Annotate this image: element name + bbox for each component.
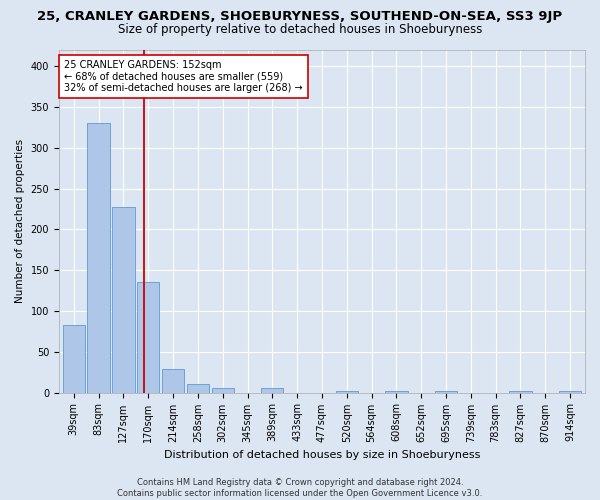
Bar: [335, 391, 358, 392]
Text: 25, CRANLEY GARDENS, SHOEBURYNESS, SOUTHEND-ON-SEA, SS3 9JP: 25, CRANLEY GARDENS, SHOEBURYNESS, SOUTH…: [37, 10, 563, 23]
Bar: [385, 391, 407, 392]
Text: Size of property relative to detached houses in Shoeburyness: Size of property relative to detached ho…: [118, 22, 482, 36]
Bar: [212, 388, 234, 392]
Y-axis label: Number of detached properties: Number of detached properties: [15, 139, 25, 304]
Bar: [435, 391, 457, 392]
Text: 25 CRANLEY GARDENS: 152sqm
← 68% of detached houses are smaller (559)
32% of sem: 25 CRANLEY GARDENS: 152sqm ← 68% of deta…: [64, 60, 303, 94]
Bar: [112, 206, 134, 392]
X-axis label: Distribution of detached houses by size in Shoeburyness: Distribution of detached houses by size …: [164, 450, 480, 460]
Bar: [162, 369, 184, 392]
Bar: [62, 325, 85, 392]
Bar: [137, 282, 160, 393]
Bar: [559, 391, 581, 392]
Bar: [187, 384, 209, 392]
Bar: [261, 388, 283, 392]
Bar: [509, 391, 532, 392]
Bar: [88, 124, 110, 392]
Text: Contains HM Land Registry data © Crown copyright and database right 2024.
Contai: Contains HM Land Registry data © Crown c…: [118, 478, 482, 498]
